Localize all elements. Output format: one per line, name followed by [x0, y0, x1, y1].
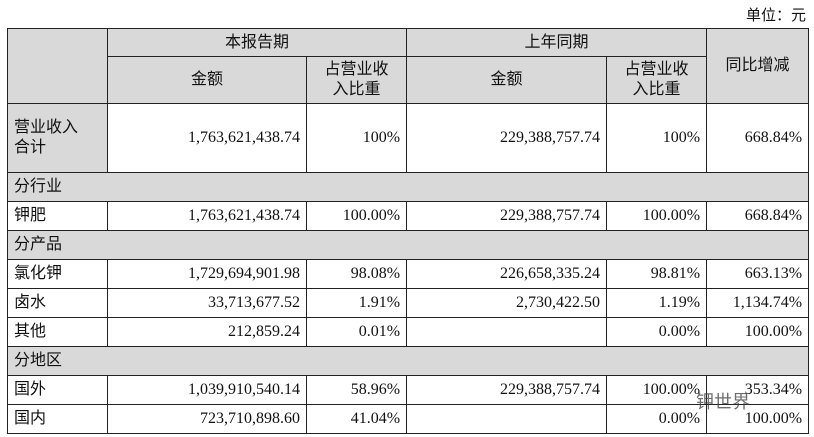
value-cell: 2,730,422.50 — [406, 288, 608, 318]
value-cell: 1,134.74% — [706, 288, 810, 318]
column-header: 金额 — [107, 56, 307, 104]
section-label: 分行业 — [6, 172, 810, 202]
value-cell: 663.13% — [706, 259, 810, 289]
value-cell: 0.00% — [606, 317, 708, 347]
row-label: 氯化钾 — [7, 259, 108, 289]
value-cell: 229,388,757.74 — [406, 103, 608, 173]
section-label: 分地区 — [6, 346, 810, 376]
value-cell: 100.00% — [305, 201, 408, 231]
data-row: 氯化钾 1,729,694,901.98 98.08% 226,658,335.24 9… — [7, 259, 810, 289]
value-cell — [406, 404, 608, 434]
value-cell: 1,039,910,540.14 — [107, 375, 307, 405]
value-cell: 58.96% — [305, 375, 408, 405]
section-row: 分产品 — [6, 230, 810, 260]
corner-cell — [7, 28, 108, 104]
data-row: 营业收入合计 1,763,621,438.74 100% 229,388,757.74… — [7, 103, 810, 173]
column-header: 占营业收入比重 — [606, 56, 708, 104]
data-row: 钾肥 1,763,621,438.74 100.00% 229,388,757.74 1… — [7, 201, 810, 231]
value-cell: 100.00% — [706, 317, 810, 347]
row-label: 营业收入合计 — [7, 103, 108, 173]
value-cell: 100% — [305, 103, 408, 173]
column-header: 占营业收入比重 — [305, 56, 408, 104]
row-label: 国外 — [7, 375, 108, 405]
group-header: 本报告期 — [106, 28, 408, 57]
table-body: 本报告期 上年同期 同比增减 金额 占营业收入比重 金额 占营业收入比重 营业收… — [6, 28, 810, 434]
revenue-table: 本报告期 上年同期 同比增减 金额 占营业收入比重 金额 占营业收入比重 营业收… — [6, 28, 810, 434]
value-cell: 1.91% — [305, 288, 408, 318]
header-row: 金额 占营业收入比重 金额 占营业收入比重 — [8, 56, 809, 104]
row-label: 卤水 — [7, 288, 108, 318]
value-cell: 0.01% — [305, 317, 408, 347]
value-cell — [406, 317, 608, 347]
value-cell: 100.00% — [606, 201, 708, 231]
value-cell: 100.00% — [706, 404, 810, 434]
data-row: 国内 723,710,898.60 41.04% 0.00% 100.00% — [7, 404, 810, 434]
row-label: 钾肥 — [7, 201, 108, 231]
value-cell: 98.08% — [305, 259, 408, 289]
value-cell: 0.00% — [606, 404, 708, 434]
value-cell: 668.84% — [706, 201, 810, 231]
header-row: 本报告期 上年同期 同比增减 — [7, 28, 810, 104]
data-row: 国外 1,039,910,540.14 58.96% 229,388,757.74 10… — [7, 375, 810, 405]
value-cell: 1,763,621,438.74 — [107, 201, 307, 231]
section-row: 分地区 — [6, 346, 810, 376]
value-cell: 100% — [606, 103, 708, 173]
value-cell: 723,710,898.60 — [107, 404, 307, 434]
value-cell: 229,388,757.74 — [406, 201, 608, 231]
value-cell: 100.00% — [606, 375, 708, 405]
value-cell: 1,763,621,438.74 — [107, 103, 307, 173]
column-header: 金额 — [406, 56, 608, 104]
value-cell: 41.04% — [305, 404, 408, 434]
value-cell: 1.19% — [606, 288, 708, 318]
value-cell: 1,729,694,901.98 — [107, 259, 307, 289]
row-label: 国内 — [7, 404, 108, 434]
group-header: 同比增减 — [706, 28, 810, 104]
data-row: 其他 212,859.24 0.01% 0.00% 100.00% — [7, 317, 810, 347]
data-row: 卤水 33,713,677.52 1.91% 2,730,422.50 1.19% 1,1… — [7, 288, 810, 318]
section-label: 分产品 — [6, 230, 810, 260]
watermark: 钾世界 — [696, 392, 750, 413]
value-cell: 668.84% — [706, 103, 810, 173]
value-cell: 226,658,335.24 — [406, 259, 608, 289]
value-cell: 33,713,677.52 — [107, 288, 307, 318]
section-row: 分行业 — [6, 172, 810, 202]
unit-label: 单位：元 — [745, 8, 806, 24]
value-cell: 229,388,757.74 — [406, 375, 608, 405]
row-label: 其他 — [7, 317, 108, 347]
value-cell: 353.34% — [706, 375, 810, 405]
value-cell: 98.81% — [606, 259, 708, 289]
value-cell: 212,859.24 — [107, 317, 307, 347]
group-header: 上年同期 — [406, 28, 708, 57]
